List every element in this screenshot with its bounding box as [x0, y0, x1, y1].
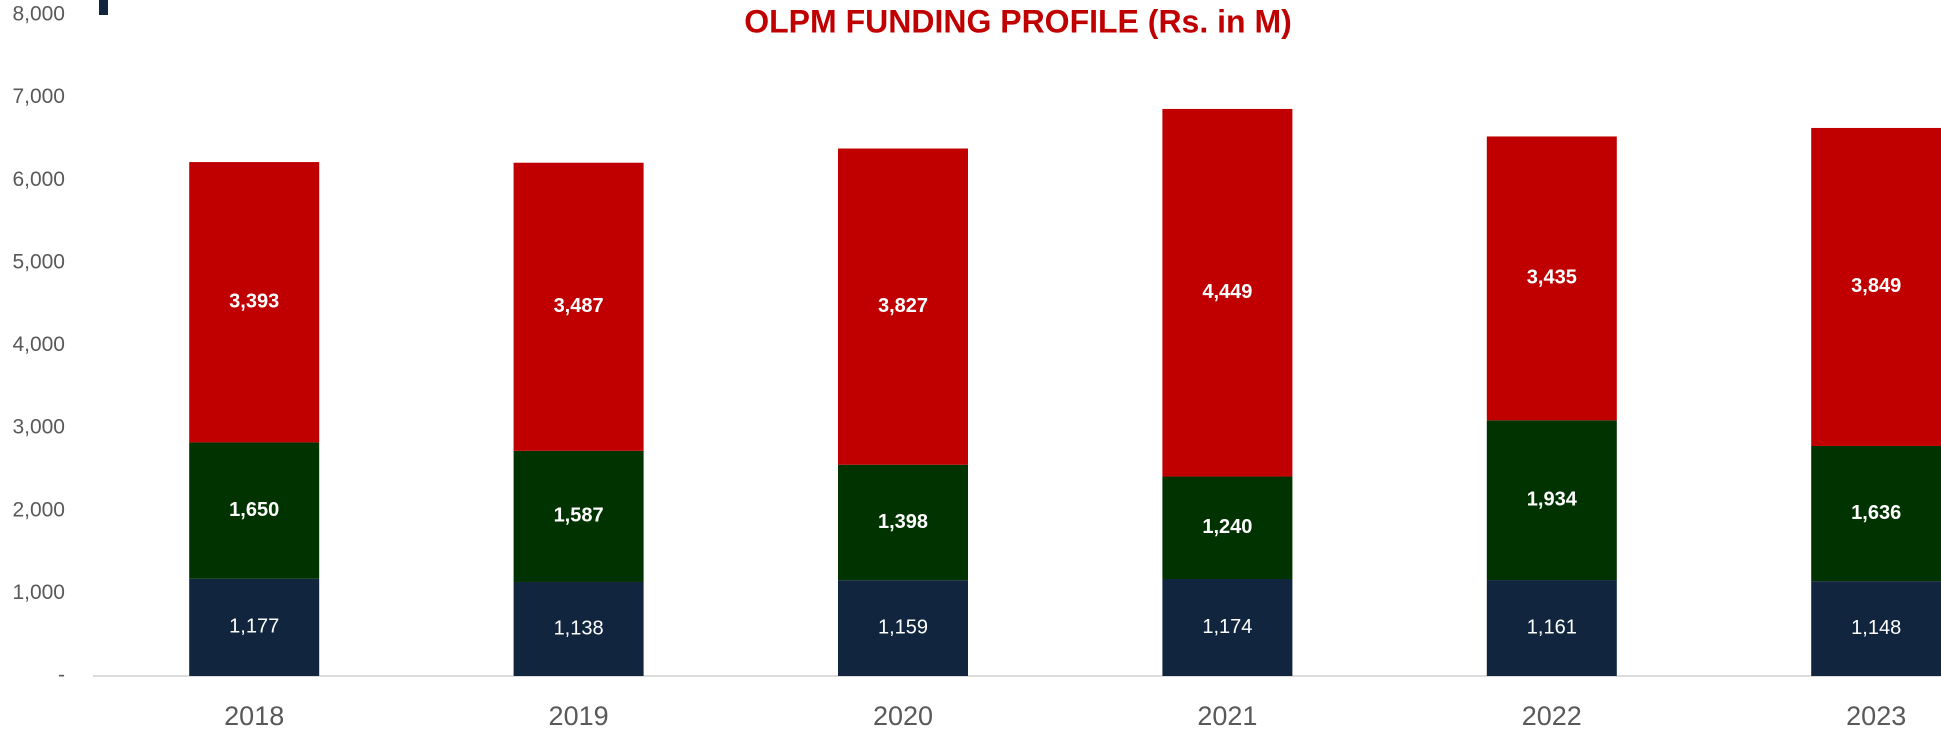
y-tick-label: 2,000 — [12, 498, 65, 521]
data-label: 1,650 — [229, 499, 279, 521]
bar-segment — [1486, 136, 1617, 421]
x-tick-label: 2023 — [1846, 701, 1906, 731]
y-tick-label: 7,000 — [12, 85, 65, 108]
data-label: 1,398 — [878, 511, 928, 533]
data-label: 3,393 — [229, 291, 279, 313]
x-tick-label: 2018 — [224, 701, 284, 731]
corner-mark — [99, 0, 108, 15]
y-tick-label: 1,000 — [12, 581, 65, 604]
bar-segment — [189, 442, 320, 579]
bar-segment — [1162, 476, 1293, 579]
y-tick-label: 3,000 — [12, 416, 65, 439]
data-label: 1,161 — [1527, 616, 1577, 638]
data-label: 1,587 — [554, 505, 604, 527]
data-label: 3,435 — [1527, 267, 1577, 289]
data-label: 1,934 — [1527, 488, 1578, 510]
bar-segment — [513, 450, 644, 582]
bar-segment — [1162, 578, 1293, 676]
bar-segment — [1486, 580, 1617, 676]
bar-segment — [189, 578, 320, 676]
x-tick-label: 2021 — [1197, 701, 1257, 731]
x-tick-label: 2020 — [873, 701, 933, 731]
y-tick-label: - — [58, 664, 65, 687]
data-label: 1,240 — [1202, 516, 1252, 538]
y-tick-label: 8,000 — [12, 3, 65, 26]
y-tick-label: 4,000 — [12, 333, 65, 356]
bar-segment — [838, 580, 968, 676]
y-tick-label: 6,000 — [12, 168, 65, 191]
bar-segment — [513, 581, 644, 676]
bar-segment — [838, 148, 968, 465]
bar-segment — [1811, 127, 1941, 446]
data-label: 1,159 — [878, 616, 928, 638]
bar-segment — [1162, 108, 1293, 477]
data-label: 1,636 — [1851, 502, 1901, 524]
x-tick-label: 2019 — [549, 701, 609, 731]
data-label: 1,138 — [554, 617, 604, 639]
data-label: 1,148 — [1851, 617, 1901, 639]
data-label: 1,177 — [229, 616, 279, 638]
data-label: 3,849 — [1851, 275, 1901, 297]
bar-segment — [838, 464, 968, 581]
data-label: 4,449 — [1202, 281, 1252, 303]
y-tick-label: 5,000 — [12, 250, 65, 273]
data-label: 1,174 — [1202, 616, 1252, 638]
data-label: 3,487 — [554, 295, 604, 317]
bar-segment — [1486, 420, 1617, 581]
bar-segment — [189, 162, 320, 443]
data-label: 3,827 — [878, 295, 928, 317]
x-tick-label: 2022 — [1522, 701, 1582, 731]
bar-segment — [1811, 445, 1941, 582]
bar-segment — [1811, 581, 1941, 676]
bar-segment — [513, 162, 644, 451]
chart-title: OLPM FUNDING PROFILE (Rs. in M) — [744, 3, 1292, 39]
